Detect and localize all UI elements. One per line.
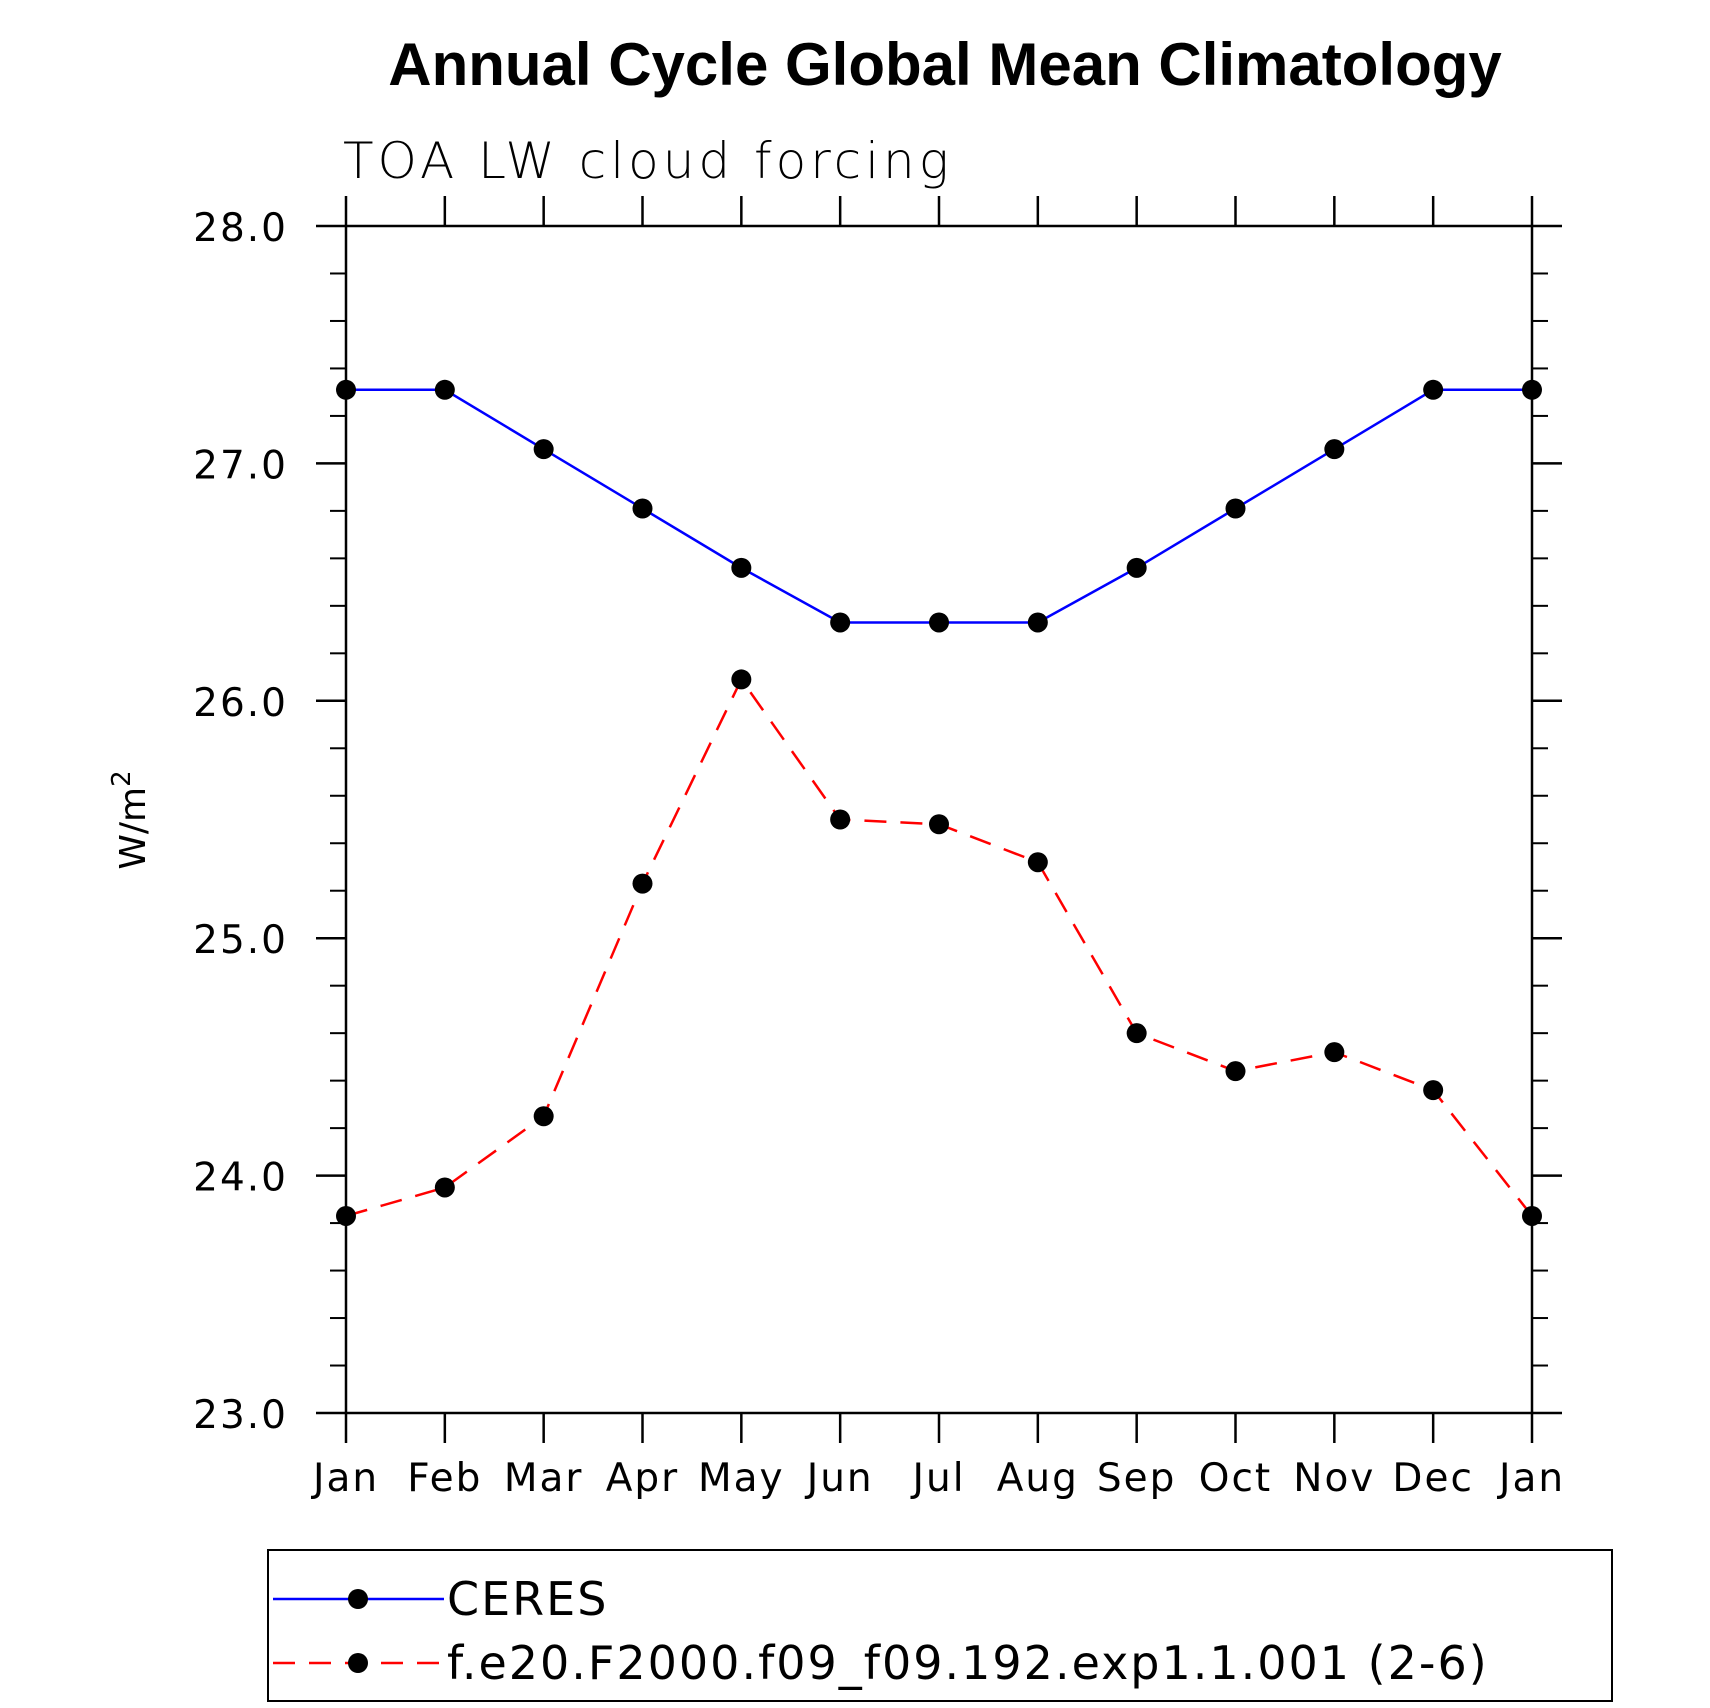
legend-marker-0 (348, 1589, 368, 1609)
x-tick-label: Jan (310, 1456, 379, 1501)
series-point-1 (1324, 1042, 1345, 1063)
series-1 (336, 669, 1542, 1226)
legend-marker-1 (348, 1653, 368, 1673)
series-point-0 (1225, 498, 1246, 519)
plot-axes: Jan Feb Mar Apr May Jun Jul Aug Sep Oct Nov Dec Jan 2… (193, 196, 1565, 1501)
y-tick-label: 28.0 (193, 206, 288, 251)
series-point-1 (929, 814, 949, 835)
x-tick-label: Nov (1293, 1456, 1375, 1501)
y-tick-label: 24.0 (193, 1156, 288, 1201)
series-0 (336, 379, 1542, 633)
x-tick-label: Jul (909, 1456, 965, 1501)
x-tick-label: Mar (504, 1456, 584, 1501)
y-tick-label: 27.0 (193, 443, 288, 488)
x-tick-label: Oct (1199, 1456, 1272, 1501)
series-point-1 (1126, 1023, 1147, 1044)
series-point-0 (632, 498, 653, 519)
y-tick-label: 26.0 (193, 681, 288, 726)
x-tick-label: Aug (997, 1456, 1079, 1501)
series-point-0 (1324, 439, 1345, 460)
series-point-0 (1423, 379, 1444, 400)
series-line-1 (345, 676, 1533, 1218)
series-point-0 (434, 379, 455, 400)
plot-series (336, 379, 1542, 1226)
legend-label-0: CERES (447, 1572, 608, 1626)
series-point-1 (731, 669, 752, 690)
series-point-0 (336, 379, 356, 400)
series-point-0 (1126, 557, 1147, 578)
legend: CERES f.e20.F2000.f09_f09.192.exp1.1.001 … (267, 1549, 1613, 1702)
x-tick-label: Feb (407, 1456, 482, 1501)
y-tick-label: 23.0 (193, 1393, 288, 1438)
chart-title: Annual Cycle Global Mean Climatology (388, 31, 1502, 98)
x-tick-label: May (698, 1456, 785, 1501)
series-point-1 (632, 873, 653, 894)
x-tick-label: Jan (1496, 1456, 1565, 1501)
series-point-0 (830, 612, 851, 633)
chart-subtitle: TOA LW cloud forcing (343, 132, 953, 190)
series-point-1 (1225, 1061, 1246, 1082)
x-tick-label: Dec (1392, 1456, 1473, 1501)
y-tick-label: 25.0 (193, 918, 288, 963)
x-tick-label: Apr (606, 1456, 679, 1501)
series-line-0 (346, 388, 1532, 624)
y-axis-label: W/m2 (107, 770, 154, 869)
series-point-1 (1522, 1205, 1542, 1226)
y-axis-label-sup: 2 (107, 770, 137, 787)
x-tick-label: Sep (1097, 1456, 1177, 1501)
series-point-1 (336, 1205, 356, 1226)
series-point-0 (929, 612, 949, 633)
legend-box (267, 1549, 1613, 1702)
series-point-1 (830, 809, 851, 830)
series-point-1 (434, 1177, 455, 1198)
series-point-0 (1522, 379, 1542, 400)
series-point-1 (1423, 1080, 1444, 1101)
series-point-0 (731, 557, 752, 578)
y-axis-label-text: W/m (113, 787, 154, 870)
legend-label-1: f.e20.F2000.f09_f09.192.exp1.1.001 (2-6) (447, 1636, 1489, 1690)
series-point-1 (1027, 852, 1048, 873)
series-point-0 (1027, 612, 1048, 633)
series-point-1 (533, 1106, 554, 1127)
x-tick-label: Jun (804, 1456, 874, 1501)
series-point-0 (533, 439, 554, 460)
